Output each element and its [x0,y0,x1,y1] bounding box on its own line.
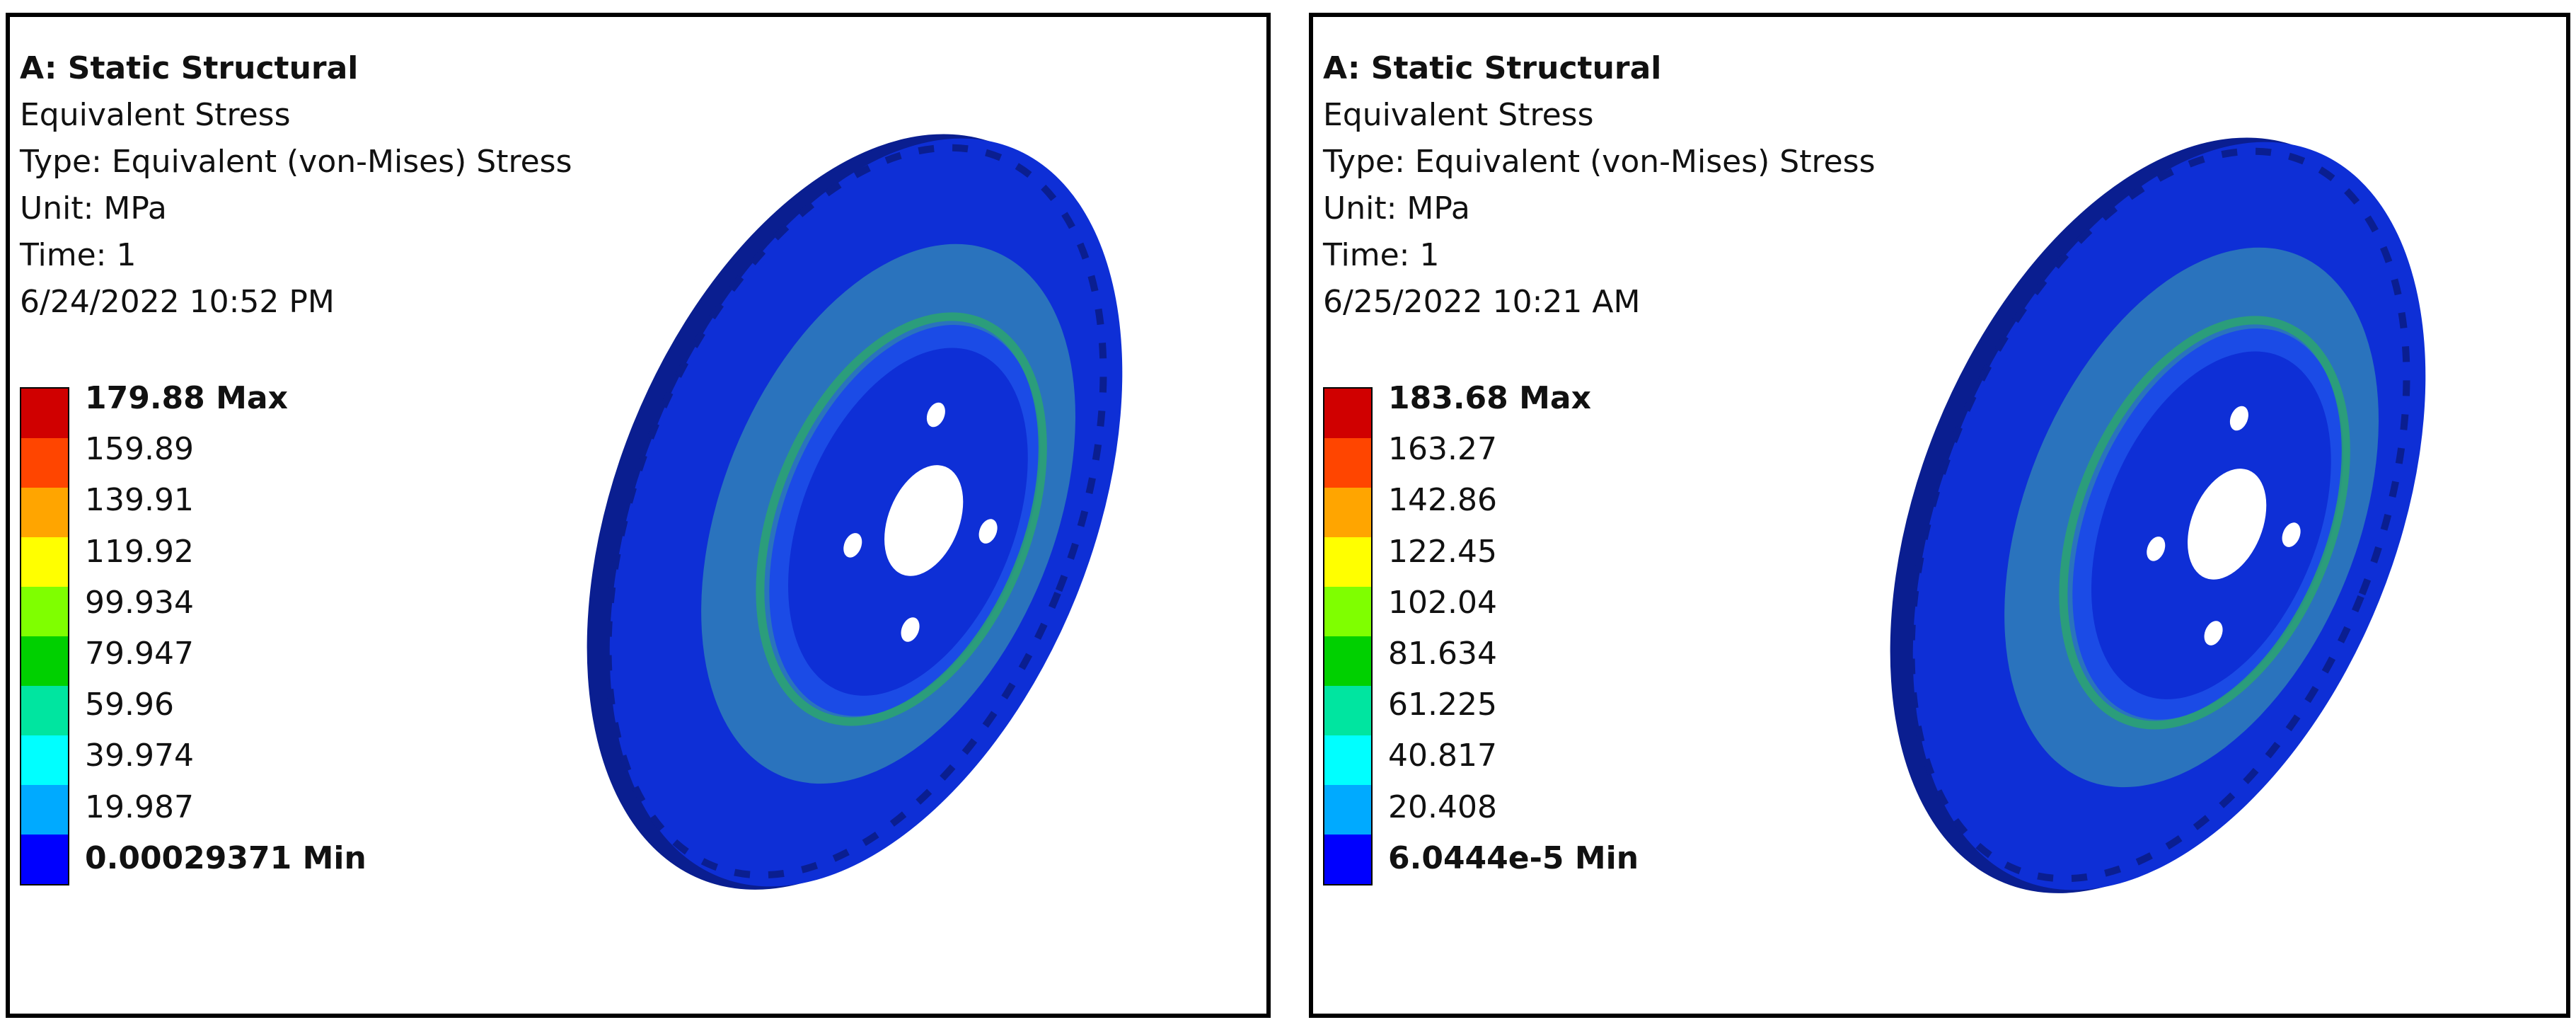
result-time: Time: 1 [1323,237,1440,273]
legend-swatch [1324,537,1371,587]
legend-labels: 183.68 Max 163.27 142.86 122.45 102.04 8… [1388,373,1639,884]
legend-swatch [21,537,68,587]
legend-label: 59.96 [85,687,174,723]
legend-swatch [1324,488,1371,537]
legend-swatch [1324,438,1371,488]
legend-swatch [1324,389,1371,438]
legend-label: 122.45 [1388,533,1497,570]
legend-label: 39.974 [85,738,194,774]
legend-label: 102.04 [1388,584,1497,621]
legend-swatch [1324,735,1371,785]
disk-vent-ring [1907,147,2410,883]
legend-label: 79.947 [85,635,194,672]
legend-label: 163.27 [1388,431,1497,468]
result-type: Type: Equivalent (von-Mises) Stress [1323,144,1876,180]
bolt-hole [926,402,945,428]
legend-swatch [1324,785,1371,835]
legend-label: 139.91 [85,482,194,519]
bolt-hole [901,617,920,642]
legend-label: 81.634 [1388,635,1497,672]
legend-label: 61.225 [1388,687,1497,723]
result-timestamp: 6/25/2022 10:21 AM [1323,284,1641,320]
legend-swatch [21,636,68,686]
legend-swatch [21,735,68,785]
center-bore [2188,469,2267,580]
legend-label: 119.92 [85,533,194,570]
result-name: Equivalent Stress [1323,97,1594,133]
analysis-title: A: Static Structural [20,50,359,86]
bolt-hole [2147,537,2166,561]
center-bore [884,465,964,576]
legend-swatch [21,587,68,636]
result-type: Type: Equivalent (von-Mises) Stress [20,144,572,180]
result-unit: Unit: MPa [20,190,167,227]
hat-bevel-ring [756,312,1047,726]
result-timestamp: 6/24/2022 10:52 PM [20,284,335,320]
legend-min-label: 6.0444e-5 Min [1388,839,1639,876]
legend-swatch [1324,686,1371,735]
legend-swatch [21,488,68,537]
bolt-hole [843,533,862,558]
legend-label: 159.89 [85,431,194,468]
legend-swatch [21,438,68,488]
legend-label: 19.987 [85,789,194,825]
bolt-hole [978,519,998,544]
legend-label: 20.408 [1388,789,1497,825]
disk-vent-ring [604,144,1107,879]
legend-label: 142.86 [1388,482,1497,519]
result-header: A: Static Structural Equivalent Stress T… [1323,45,1876,326]
brake-disk-render [1890,137,2426,893]
legend-swatch [1324,835,1371,884]
result-panel-left: A: Static Structural Equivalent Stress T… [6,13,1271,1018]
legend-swatch [21,835,68,884]
legend-swatch [21,785,68,835]
result-panel-right: A: Static Structural Equivalent Stress T… [1309,13,2570,1018]
result-name: Equivalent Stress [20,97,291,133]
bolt-hole [2229,406,2248,431]
bolt-hole [2282,522,2301,547]
result-header: A: Static Structural Equivalent Stress T… [20,45,572,326]
legend-color-bar [20,387,69,885]
brake-disk-model[interactable] [470,17,1266,1014]
result-time: Time: 1 [20,237,137,273]
legend-label: 40.817 [1388,738,1497,774]
legend-min-label: 0.00029371 Min [85,839,366,876]
legend-labels: 179.88 Max 159.89 139.91 119.92 99.934 7… [85,373,366,884]
legend-label: 99.934 [85,584,194,621]
legend-swatch [1324,587,1371,636]
legend-max-label: 179.88 Max [85,380,288,416]
brake-disk-model[interactable] [1773,17,2566,1014]
legend-swatch [21,389,68,438]
bolt-hole [2204,621,2223,646]
analysis-title: A: Static Structural [1323,50,1662,86]
brake-disk-render [587,134,1123,890]
result-unit: Unit: MPa [1323,190,1470,227]
legend-swatch [21,686,68,735]
legend-swatch [1324,636,1371,686]
legend-color-bar [1323,387,1373,885]
legend-max-label: 183.68 Max [1388,380,1591,416]
hat-bevel-ring [2059,316,2350,730]
